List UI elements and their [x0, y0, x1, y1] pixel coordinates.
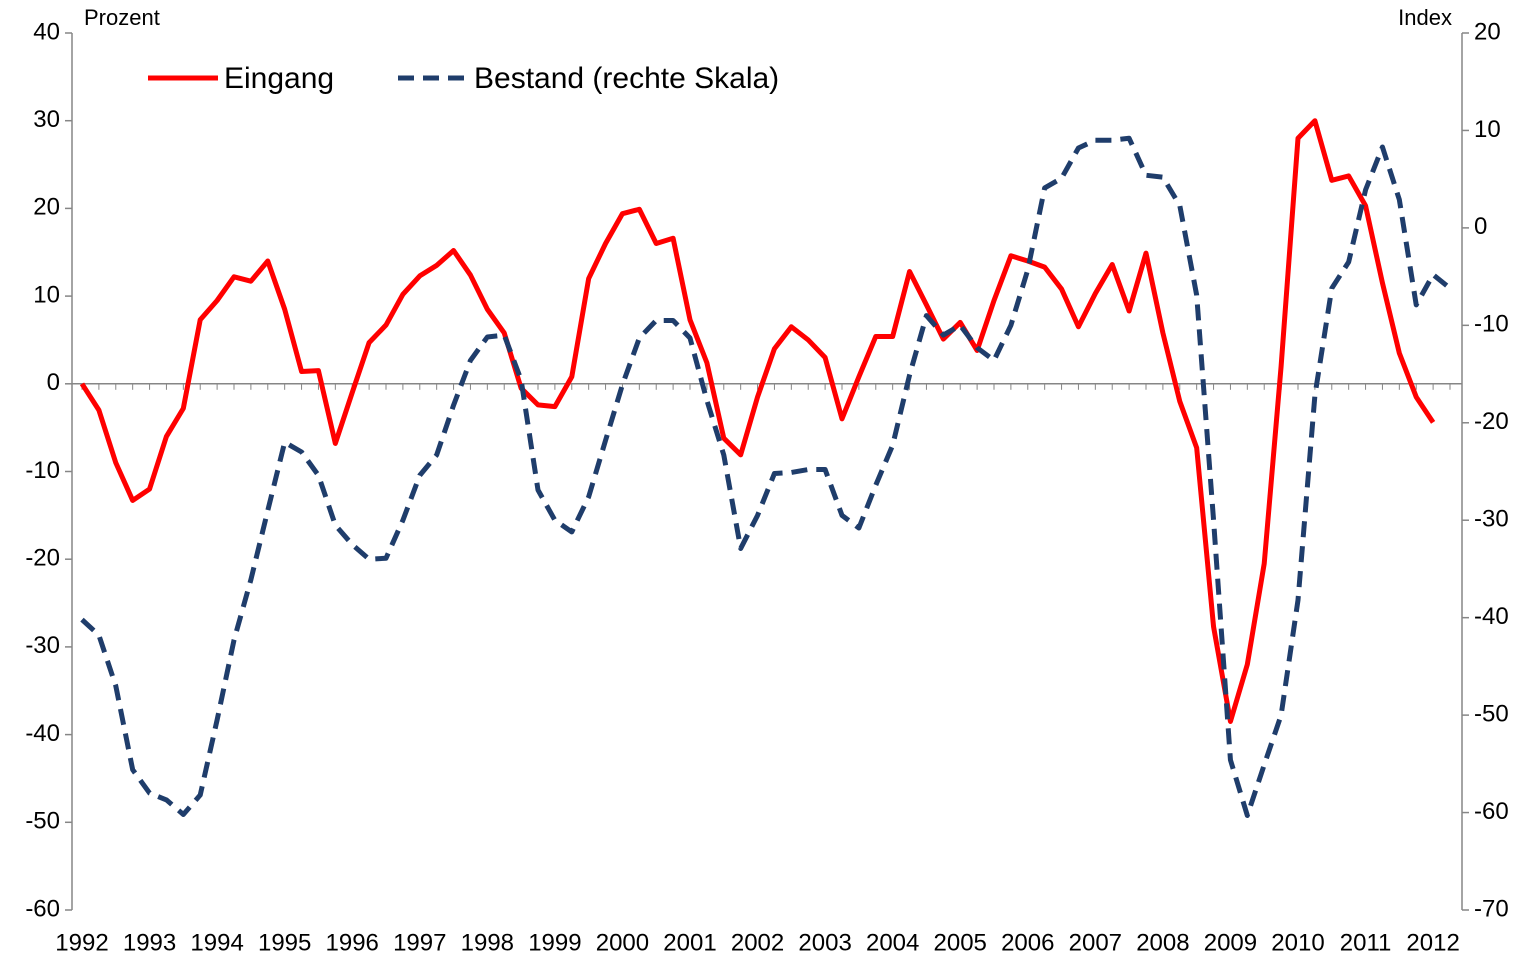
x-tick-label: 2003: [798, 929, 851, 956]
y-tick-label: -20: [25, 545, 60, 572]
y-tick-label: 10: [33, 281, 60, 308]
x-tick-label: 2008: [1136, 929, 1189, 956]
x-tick-label: 1997: [393, 929, 446, 956]
y-tick-label: -10: [25, 457, 60, 484]
y-tick-label: -40: [25, 720, 60, 747]
y2-tick-label: 20: [1474, 18, 1501, 45]
legend-label: Eingang: [224, 62, 334, 95]
x-tick-label: 2004: [866, 929, 919, 956]
x-tick-label: 2005: [934, 929, 987, 956]
y2-tick-label: -10: [1474, 311, 1509, 338]
y-tick-label: 30: [33, 106, 60, 133]
x-tick-label: 2010: [1271, 929, 1324, 956]
x-tick-label: 1998: [461, 929, 514, 956]
x-tick-label: 1999: [528, 929, 581, 956]
x-tick-label: 1995: [258, 929, 311, 956]
x-tick-label: 2001: [663, 929, 716, 956]
y2-tick-label: 10: [1474, 116, 1501, 143]
series-line: [79, 118, 1436, 724]
y-axis-title: Prozent: [84, 5, 160, 30]
y2-tick-label: -30: [1474, 506, 1509, 533]
legend-label: Bestand (rechte Skala): [474, 62, 779, 95]
x-tick-label: 2006: [1001, 929, 1054, 956]
y-tick-label: 40: [33, 18, 60, 45]
x-tick-label: 1992: [55, 929, 108, 956]
y2-tick-label: -50: [1474, 700, 1509, 727]
y2-axis-title: Index: [1398, 5, 1452, 30]
x-tick-label: 2011: [1340, 929, 1392, 956]
x-tick-label: 2009: [1204, 929, 1257, 956]
y2-tick-label: 0: [1474, 213, 1487, 240]
y2-tick-label: -60: [1474, 798, 1509, 825]
x-tick-label: 2002: [731, 929, 784, 956]
y2-tick-label: -70: [1474, 895, 1509, 922]
y-tick-label: -50: [25, 808, 60, 835]
y2-tick-label: -40: [1474, 603, 1509, 630]
y-tick-label: -60: [25, 895, 60, 922]
x-tick-label: 1996: [326, 929, 379, 956]
series-line: [80, 135, 1452, 818]
x-tick-label: 2000: [596, 929, 649, 956]
y-tick-label: 20: [33, 194, 60, 221]
x-tick-label: 2007: [1069, 929, 1122, 956]
y2-tick-label: -20: [1474, 408, 1509, 435]
x-tick-label: 1993: [123, 929, 176, 956]
x-tick-label: 2012: [1406, 929, 1459, 956]
y-tick-label: 0: [47, 369, 60, 396]
y-tick-label: -30: [25, 632, 60, 659]
x-tick-label: 1994: [190, 929, 243, 956]
